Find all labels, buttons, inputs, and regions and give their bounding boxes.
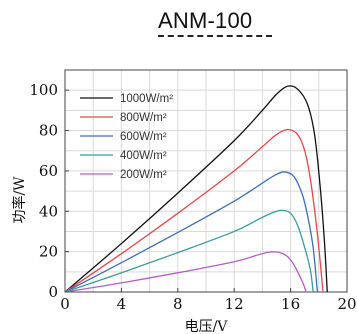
y-tick-label: 0 [48, 283, 58, 301]
x-tick-label: 8 [173, 295, 183, 313]
x-tick-label: 16 [281, 295, 300, 313]
x-tick-labels: 0 4 8 12 16 20 [60, 288, 357, 313]
grid-lines [65, 70, 347, 292]
y-tick-label: 40 [39, 202, 58, 220]
legend: 1000W/m² 800W/m² 600W/m² 400W/m² 200W/m² [80, 93, 173, 181]
y-tick-label: 80 [39, 122, 58, 140]
title-underline [158, 35, 272, 37]
x-tick-label: 4 [117, 295, 127, 313]
series-line-3 [64, 171, 319, 293]
y-tick-label: 60 [39, 162, 58, 180]
x-tick-label: 0 [60, 295, 70, 313]
x-tick-label: 12 [225, 295, 244, 313]
chart-title: ANM-100 [158, 8, 253, 33]
y-axis-label: 功率/W [11, 176, 28, 224]
legend-label: 800W/m² [120, 112, 167, 124]
legend-label: 1000W/m² [120, 93, 173, 105]
x-axis-label: 电压/V [185, 319, 229, 334]
legend-label: 600W/m² [120, 131, 167, 143]
y-tick-labels: 0 20 40 60 80 100 [29, 81, 69, 301]
series-line-5 [64, 251, 307, 293]
y-tick-label: 20 [39, 243, 58, 261]
legend-label: 200W/m² [120, 169, 167, 181]
series-line-2 [64, 128, 324, 293]
series-line-1 [64, 85, 328, 293]
plot-frame [64, 69, 348, 293]
x-tick-label: 20 [337, 295, 356, 313]
legend-label: 400W/m² [120, 150, 167, 162]
series-line-4 [64, 209, 314, 293]
series-group [64, 85, 328, 293]
y-tick-label: 100 [29, 81, 58, 99]
